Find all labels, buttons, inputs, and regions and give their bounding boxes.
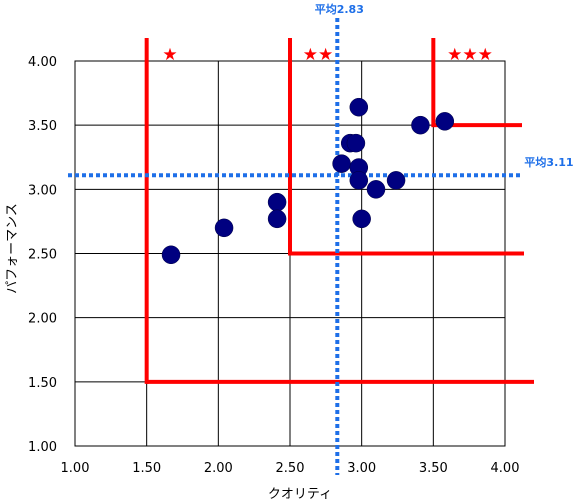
- x-tick-label: 4.00: [491, 461, 520, 476]
- data-point: [386, 171, 406, 190]
- data-point: [352, 209, 371, 229]
- y-tick-label: 1.00: [28, 440, 57, 455]
- x-tick-label: 3.50: [419, 461, 448, 476]
- data-point: [214, 218, 234, 238]
- x-tick-label: 2.50: [276, 461, 305, 476]
- x-tick-label: 1.50: [132, 461, 161, 476]
- y-tick-label: 3.00: [28, 183, 57, 198]
- zone-star-rating: ★: [162, 45, 177, 65]
- data-point: [411, 115, 430, 135]
- x-tick-label: 2.00: [204, 461, 233, 476]
- y-tick-label: 2.50: [28, 248, 57, 263]
- y-tick-label: 1.50: [28, 376, 57, 391]
- mean-y-label: 平均3.11: [524, 155, 573, 169]
- x-tick-label: 1.00: [61, 461, 90, 476]
- tick-labels: 1.00 1.50 2.00 2.50 3.00 3.50 4.00 1.00 1.50 2.00…: [28, 55, 519, 476]
- data-points: [161, 97, 455, 265]
- y-tick-label: 3.50: [28, 119, 57, 134]
- mean-lines: 平均2.83 平均3.11: [68, 2, 574, 475]
- zone-star-rating: ★★: [303, 45, 333, 65]
- x-tick-label: 3.00: [347, 461, 376, 476]
- data-point: [161, 245, 181, 265]
- data-point: [267, 209, 287, 229]
- y-axis-title: パフォーマンス: [5, 203, 20, 294]
- x-axis-title: クオリティ: [268, 487, 332, 502]
- y-tick-label: 4.00: [28, 55, 57, 70]
- data-point: [435, 112, 455, 131]
- rating-zones: ★ ★★ ★★★: [144, 38, 534, 384]
- data-point: [346, 133, 366, 153]
- data-point: [332, 154, 351, 173]
- zone-star-rating: ★★★: [447, 45, 493, 65]
- data-point: [349, 97, 369, 117]
- data-point: [267, 192, 287, 212]
- y-tick-label: 2.00: [28, 312, 57, 327]
- data-point: [349, 171, 369, 190]
- data-point: [366, 180, 386, 199]
- mean-x-label: 平均2.83: [315, 2, 364, 16]
